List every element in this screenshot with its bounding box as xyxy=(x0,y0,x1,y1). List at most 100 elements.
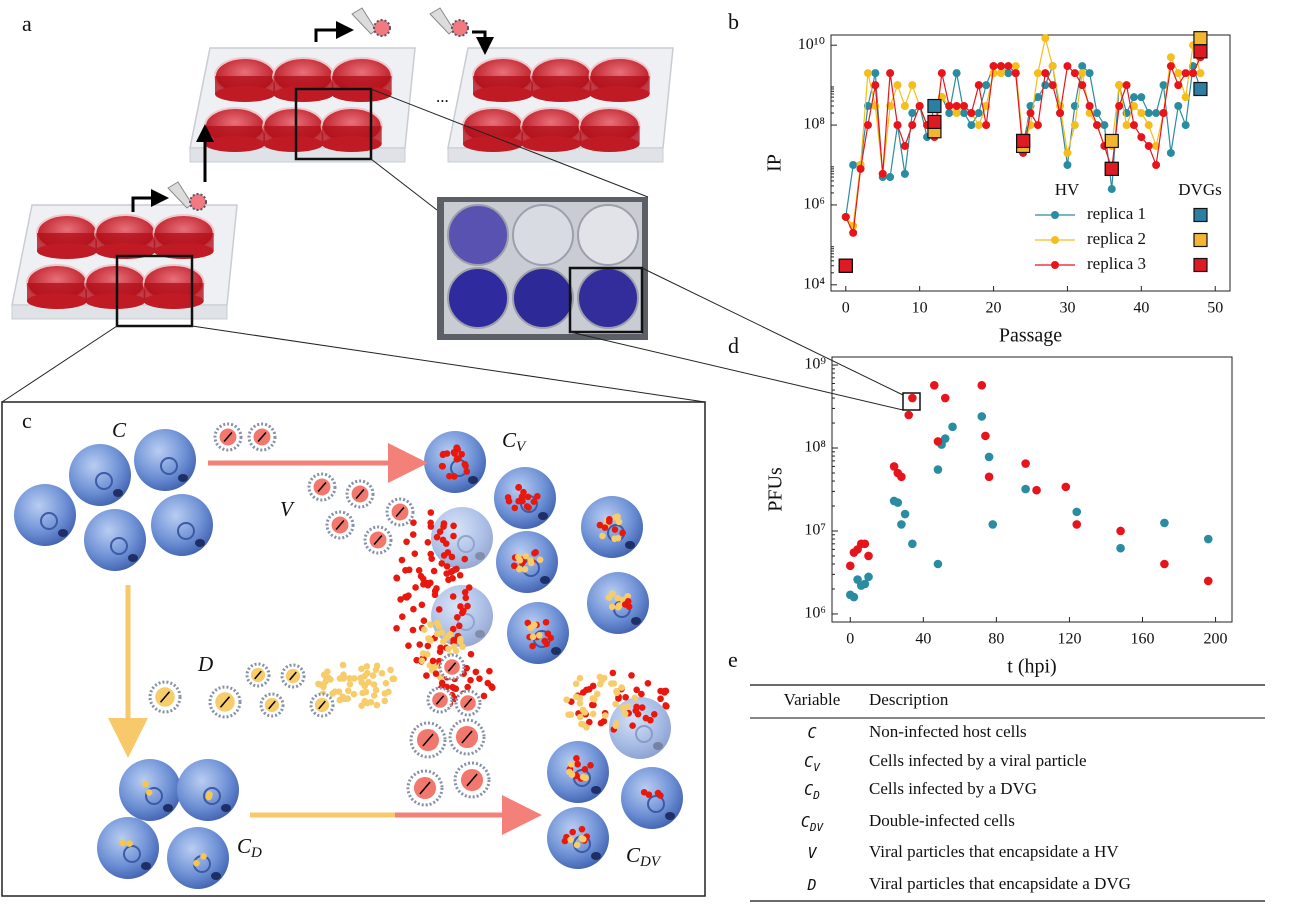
decoration xyxy=(453,444,461,451)
point xyxy=(908,81,917,90)
decoration xyxy=(484,679,492,687)
cell xyxy=(84,509,146,571)
x-axis-label: t (hpi) xyxy=(1007,656,1056,678)
decoration xyxy=(576,699,584,707)
decoration xyxy=(346,674,353,682)
point xyxy=(893,121,902,130)
point xyxy=(1063,62,1072,71)
point xyxy=(1144,109,1153,118)
decoration xyxy=(472,668,480,676)
point xyxy=(1041,34,1050,43)
decoration xyxy=(443,570,450,577)
point xyxy=(889,462,899,471)
cell xyxy=(134,429,196,491)
decoration xyxy=(443,563,451,570)
point xyxy=(1072,507,1082,517)
decoration xyxy=(143,293,204,309)
decoration xyxy=(518,493,526,501)
point xyxy=(952,69,961,78)
decoration xyxy=(459,643,466,651)
decoration xyxy=(463,468,471,475)
decoration xyxy=(369,672,377,679)
legend-point xyxy=(1051,211,1059,219)
cell-spot xyxy=(211,872,221,880)
decoration xyxy=(608,603,616,611)
decoration xyxy=(453,565,460,573)
decoration xyxy=(531,621,538,629)
x-tick-label: 160 xyxy=(1131,631,1155,648)
cell-spot xyxy=(195,539,205,547)
decoration xyxy=(372,666,380,674)
point xyxy=(945,102,954,111)
point xyxy=(952,102,961,111)
point xyxy=(878,169,887,178)
decoration xyxy=(119,839,126,847)
decoration xyxy=(605,594,613,601)
decoration xyxy=(581,708,589,716)
decoration xyxy=(633,686,640,694)
decoration xyxy=(662,687,670,695)
decoration xyxy=(629,722,636,729)
point xyxy=(977,412,987,421)
decoration xyxy=(447,662,457,672)
point xyxy=(856,164,865,173)
dvg-square xyxy=(1016,133,1031,149)
decoration xyxy=(438,560,446,567)
diagram-label-sub: DV xyxy=(639,854,662,870)
point xyxy=(897,472,906,482)
cell xyxy=(547,807,609,869)
dvg-square xyxy=(927,114,942,130)
decoration xyxy=(579,773,587,781)
table-variable: CD xyxy=(804,781,820,803)
decoration xyxy=(516,565,523,573)
point xyxy=(1004,62,1013,71)
decoration xyxy=(542,618,550,626)
decoration xyxy=(543,640,550,648)
point xyxy=(940,393,950,403)
cell-nucleus xyxy=(123,845,141,863)
cell-spot xyxy=(141,862,151,870)
cell xyxy=(69,444,131,506)
decoration xyxy=(439,536,447,544)
table-description: Non-infected host cells xyxy=(869,722,1027,741)
decoration xyxy=(447,204,509,266)
point xyxy=(974,121,983,130)
point xyxy=(1189,69,1198,78)
cell-spot xyxy=(538,512,548,520)
decoration xyxy=(579,136,640,152)
dvg-square xyxy=(1193,44,1208,59)
cell-nucleus xyxy=(635,725,653,743)
point xyxy=(933,437,943,446)
point xyxy=(1041,81,1050,90)
dvg-square xyxy=(1193,81,1208,97)
table-variable-main: C xyxy=(804,781,813,799)
decoration xyxy=(411,550,419,557)
decoration xyxy=(424,651,431,658)
cell-nucleus xyxy=(177,522,195,540)
decoration xyxy=(85,293,146,309)
decoration xyxy=(367,698,375,706)
y-tick-label: 10⁹ xyxy=(804,356,826,373)
decoration xyxy=(618,684,626,691)
point xyxy=(1129,102,1138,111)
decoration xyxy=(631,694,639,702)
point xyxy=(988,520,998,529)
point xyxy=(1048,62,1057,71)
point xyxy=(940,434,950,443)
decoration xyxy=(433,533,441,541)
point xyxy=(1129,121,1138,130)
decoration xyxy=(463,664,470,672)
decoration xyxy=(463,698,473,708)
point xyxy=(1160,559,1169,569)
diagram-label-sub: D xyxy=(250,845,262,861)
decoration xyxy=(409,531,417,538)
decoration xyxy=(424,539,432,546)
decoration xyxy=(573,755,580,762)
decoration xyxy=(145,789,153,796)
point xyxy=(1033,69,1042,78)
cell-spot xyxy=(475,630,485,638)
decoration xyxy=(456,571,464,579)
cell xyxy=(177,759,239,821)
point xyxy=(1033,121,1042,130)
legend-header: HV xyxy=(1055,180,1080,199)
